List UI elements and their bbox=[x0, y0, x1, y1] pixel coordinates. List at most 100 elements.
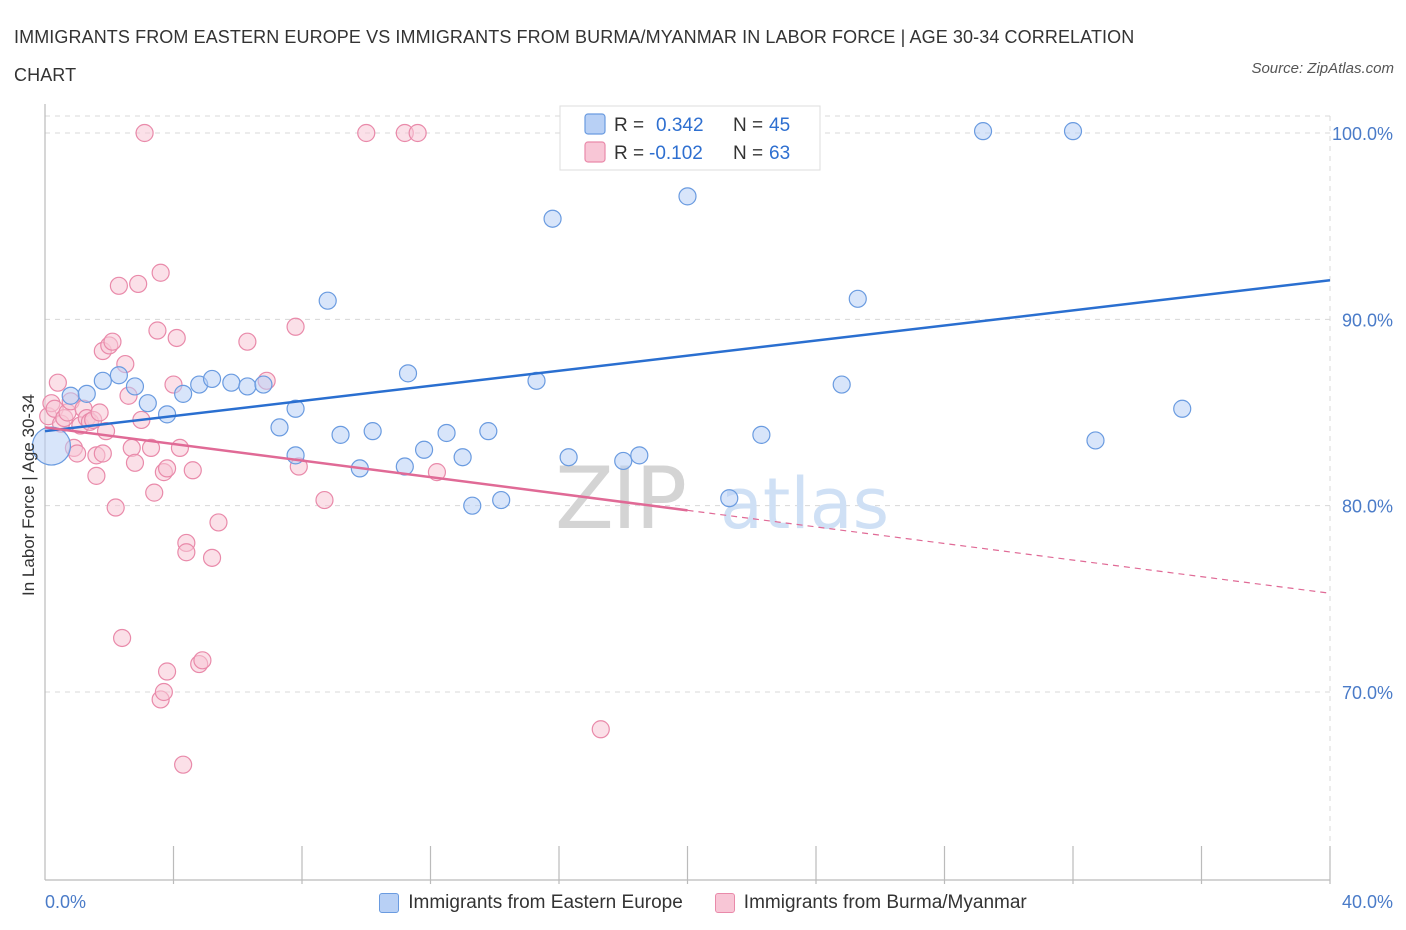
bottom-legend-label-burma: Immigrants from Burma/Myanmar bbox=[743, 892, 1027, 913]
bottom-legend-item-eastern-europe: Immigrants from Eastern Europe bbox=[379, 892, 683, 914]
point-eastern-europe-35 bbox=[678, 187, 697, 206]
point-eastern-europe-38 bbox=[752, 425, 771, 444]
axes-layer: 100.0% 90.0% 80.0% 70.0% 0.0% 40.0% bbox=[44, 104, 1393, 912]
y-tick-label-2: 80.0% bbox=[1342, 497, 1393, 517]
point-eastern-europe-10 bbox=[202, 369, 222, 389]
point-burma-17 bbox=[90, 403, 109, 422]
point-burma-30 bbox=[129, 274, 148, 294]
legend-box: R = 0.342 N = 45 R = -0.102 N = 63 bbox=[559, 105, 821, 171]
legend-n-label-blue: N = bbox=[733, 115, 763, 136]
point-eastern-europe-12 bbox=[238, 377, 257, 396]
point-eastern-europe-41 bbox=[973, 122, 993, 141]
point-burma-22 bbox=[103, 332, 122, 351]
series-eastern-europe-points bbox=[31, 122, 1192, 515]
point-burma-45 bbox=[174, 755, 193, 774]
trend-line-pink-dashed bbox=[687, 509, 1331, 594]
point-eastern-europe-36 bbox=[720, 489, 739, 508]
point-burma-25 bbox=[112, 628, 132, 648]
bottom-legend-item-burma: Immigrants from Burma/Myanmar bbox=[714, 892, 1027, 914]
point-eastern-europe-40 bbox=[848, 289, 867, 308]
point-eastern-europe-22 bbox=[398, 364, 418, 383]
trend-line-pink-solid bbox=[44, 426, 688, 512]
point-burma-29 bbox=[125, 453, 145, 472]
legend-n-label-pink: N = bbox=[733, 143, 763, 164]
point-eastern-europe-13 bbox=[254, 375, 273, 394]
point-burma-55 bbox=[286, 317, 305, 336]
point-eastern-europe-20 bbox=[363, 422, 382, 441]
point-burma-58 bbox=[357, 123, 376, 143]
point-eastern-europe-17 bbox=[318, 291, 337, 310]
point-eastern-europe-18 bbox=[331, 425, 350, 444]
legend-n-value-pink: 63 bbox=[769, 143, 790, 164]
point-burma-36 bbox=[151, 263, 170, 282]
bottom-legend-label-eastern-europe: Immigrants from Eastern Europe bbox=[408, 892, 683, 913]
point-burma-23 bbox=[106, 498, 125, 517]
watermark-atlas: atlas bbox=[720, 463, 889, 545]
point-burma-32 bbox=[135, 123, 154, 143]
point-eastern-europe-8 bbox=[174, 384, 193, 403]
point-eastern-europe-33 bbox=[614, 451, 633, 471]
y-tick-label-3: 70.0% bbox=[1342, 683, 1393, 703]
point-burma-40 bbox=[154, 682, 173, 702]
x-tick-label-0: 0.0% bbox=[45, 892, 86, 912]
point-eastern-europe-25 bbox=[453, 448, 472, 467]
point-eastern-europe-39 bbox=[832, 375, 851, 394]
point-eastern-europe-14 bbox=[270, 418, 289, 437]
point-eastern-europe-11 bbox=[222, 373, 241, 392]
point-eastern-europe-0 bbox=[31, 426, 72, 466]
legend-swatch-pink bbox=[584, 141, 606, 163]
legend-r-value-pink: -0.102 bbox=[649, 143, 703, 164]
point-eastern-europe-4 bbox=[109, 366, 128, 385]
legend-r-value-blue: 0.342 bbox=[656, 115, 704, 136]
grid-layer bbox=[45, 115, 1331, 880]
point-burma-28 bbox=[122, 438, 141, 458]
point-eastern-europe-16 bbox=[286, 399, 305, 418]
point-burma-61 bbox=[591, 720, 610, 739]
y-tick-label-1: 90.0% bbox=[1342, 310, 1393, 330]
point-eastern-europe-23 bbox=[414, 440, 434, 459]
point-burma-51 bbox=[202, 548, 222, 567]
point-burma-48 bbox=[183, 461, 202, 480]
point-burma-44 bbox=[170, 438, 190, 458]
point-burma-34 bbox=[145, 483, 164, 502]
point-burma-52 bbox=[209, 513, 228, 532]
bottom-legend-swatch-pink bbox=[714, 893, 735, 913]
point-burma-35 bbox=[148, 321, 167, 340]
point-burma-50 bbox=[193, 651, 212, 670]
legend-r-label-blue: R = bbox=[614, 115, 644, 136]
point-eastern-europe-24 bbox=[437, 423, 456, 443]
point-eastern-europe-43 bbox=[1086, 431, 1105, 450]
point-eastern-europe-2 bbox=[77, 384, 96, 403]
point-burma-47 bbox=[177, 543, 196, 562]
point-eastern-europe-27 bbox=[479, 422, 498, 441]
point-eastern-europe-31 bbox=[559, 448, 578, 467]
point-eastern-europe-42 bbox=[1063, 122, 1083, 141]
chart-title: IMMIGRANTS FROM EASTERN EUROPE VS IMMIGR… bbox=[14, 27, 1135, 85]
trend-line-blue bbox=[44, 278, 1331, 433]
series-burma-points bbox=[39, 123, 610, 774]
point-burma-43 bbox=[167, 328, 186, 348]
point-eastern-europe-28 bbox=[492, 490, 511, 510]
legend-r-label-pink: R = bbox=[614, 143, 644, 164]
point-burma-16 bbox=[87, 466, 106, 485]
point-burma-18 bbox=[93, 444, 112, 463]
point-eastern-europe-1 bbox=[61, 386, 80, 405]
point-eastern-europe-5 bbox=[125, 377, 145, 396]
point-eastern-europe-3 bbox=[93, 371, 112, 390]
point-eastern-europe-7 bbox=[157, 405, 177, 424]
source-label: Source: ZipAtlas.com bbox=[1251, 60, 1394, 77]
y-tick-label-0: 100.0% bbox=[1332, 124, 1393, 144]
x-tick-label-1: 40.0% bbox=[1342, 892, 1393, 912]
point-eastern-europe-30 bbox=[543, 209, 562, 228]
point-burma-62 bbox=[408, 123, 427, 143]
point-burma-3 bbox=[48, 373, 67, 392]
point-eastern-europe-34 bbox=[630, 446, 649, 465]
y-axis-title: In Labor Force | Age 30-34 bbox=[19, 394, 38, 596]
bottom-legend: Immigrants from Eastern Europe Immigrant… bbox=[0, 888, 1406, 918]
point-burma-53 bbox=[238, 332, 257, 351]
point-burma-57 bbox=[315, 490, 334, 510]
point-eastern-europe-26 bbox=[463, 496, 482, 515]
point-burma-41 bbox=[157, 662, 177, 681]
trend-lines bbox=[44, 278, 1331, 594]
